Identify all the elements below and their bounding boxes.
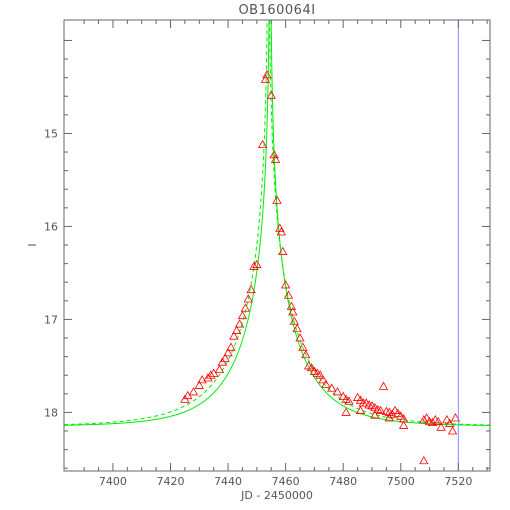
x-tick-label: 7420 (157, 475, 185, 488)
y-tick-label: 16 (44, 220, 58, 233)
data-point (266, 90, 276, 99)
data-point (298, 342, 308, 351)
x-tick-label: 7440 (214, 475, 242, 488)
data-point (197, 375, 207, 384)
data-points (180, 70, 461, 465)
data-point (237, 310, 248, 320)
data-point (355, 395, 366, 404)
data-point (289, 316, 299, 325)
data-point (398, 420, 409, 429)
data-point (295, 333, 305, 342)
data-point (223, 348, 233, 357)
y-axis-label: I (26, 243, 39, 246)
data-point (318, 375, 328, 384)
data-point (355, 405, 366, 414)
model-curve-dashed (64, 20, 490, 426)
data-point (445, 418, 455, 427)
data-point (370, 410, 380, 419)
data-point (272, 195, 282, 204)
data-point (270, 154, 281, 163)
data-point (220, 353, 230, 362)
data-point (292, 323, 302, 333)
data-point (203, 373, 213, 382)
axes: 7400 7420 7440 7460 7480 7500 7520 15 16 17 18 (44, 19, 491, 488)
data-point (326, 383, 337, 392)
data-point (393, 408, 403, 417)
data-point (433, 416, 443, 426)
x-tick-label: 7460 (272, 475, 300, 488)
data-point (288, 307, 298, 316)
data-point (321, 379, 331, 388)
data-point (306, 362, 317, 372)
data-point (301, 349, 311, 359)
data-point (332, 387, 343, 396)
x-tick-label: 7520 (444, 475, 472, 488)
data-point (240, 303, 251, 312)
data-point (424, 416, 435, 426)
data-point (262, 70, 272, 79)
y-tick-label: 18 (44, 406, 58, 419)
model-curve-solid (64, 20, 490, 426)
data-point (252, 259, 262, 268)
data-point (364, 400, 374, 409)
data-point (276, 227, 287, 236)
data-point (447, 426, 458, 435)
data-point (419, 415, 429, 424)
data-point (373, 404, 383, 414)
data-point (381, 406, 392, 415)
y-tick-label: 15 (44, 127, 58, 140)
data-point (283, 290, 294, 299)
model-curves (64, 20, 490, 426)
data-point (344, 396, 354, 405)
data-point (436, 422, 446, 431)
chart-title: OB160064I (238, 3, 315, 18)
data-point (249, 261, 259, 270)
x-tick-label: 7500 (387, 475, 415, 488)
data-point (442, 415, 452, 424)
data-point (361, 398, 371, 407)
data-point (229, 331, 239, 340)
data-point (450, 413, 461, 422)
data-point (243, 294, 253, 303)
x-tick-label: 7400 (99, 475, 127, 488)
data-point (206, 370, 216, 379)
data-point (341, 407, 351, 416)
data-point (375, 405, 386, 414)
data-point (234, 319, 245, 328)
data-point (378, 381, 389, 390)
data-point (260, 74, 271, 83)
data-point (278, 246, 288, 255)
data-point (421, 413, 432, 422)
x-tick-label: 7480 (329, 475, 357, 488)
data-point (286, 301, 297, 310)
data-point (194, 380, 204, 389)
data-point (396, 411, 406, 420)
data-point (390, 405, 400, 414)
data-point (419, 455, 429, 465)
data-point (352, 392, 363, 401)
data-point (226, 342, 236, 351)
data-point (280, 280, 291, 289)
data-point (214, 364, 225, 374)
data-point (427, 417, 438, 427)
data-point (338, 391, 348, 401)
data-point (188, 387, 199, 396)
y-tick-label: 17 (44, 313, 58, 326)
x-axis-label: JD - 2450000 (240, 489, 313, 502)
data-point (232, 325, 242, 334)
data-point (384, 413, 394, 422)
data-point (257, 139, 268, 149)
plot-frame (63, 19, 491, 472)
data-point (315, 370, 325, 379)
data-point (341, 394, 351, 403)
data-point (246, 284, 256, 294)
